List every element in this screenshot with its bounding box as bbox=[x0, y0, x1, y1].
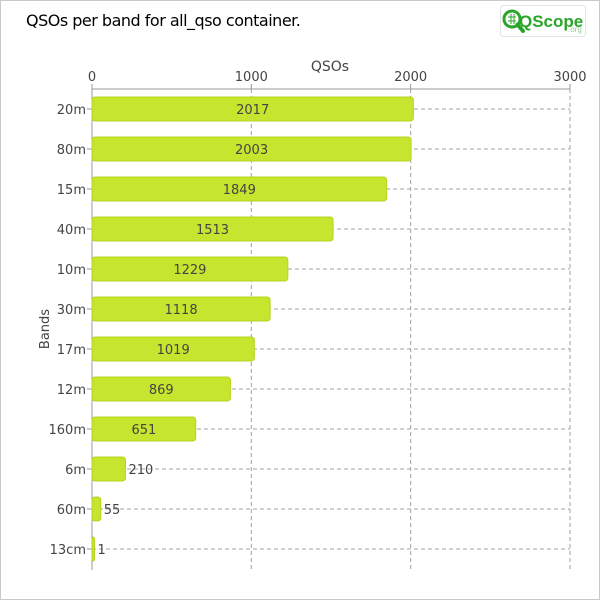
bar-40m bbox=[91, 216, 334, 242]
y-tick-label: 160m bbox=[49, 423, 86, 438]
bar-12m bbox=[91, 376, 231, 402]
data-label: 1229 bbox=[173, 263, 206, 278]
y-tick-label: 12m bbox=[57, 383, 86, 398]
y-tick-label: 20m bbox=[57, 103, 86, 118]
data-label: 210 bbox=[128, 463, 153, 478]
y-tick-label: 40m bbox=[57, 223, 86, 238]
y-tick-label: 30m bbox=[57, 303, 86, 318]
y-tick-label: 10m bbox=[57, 263, 86, 278]
data-label: 651 bbox=[131, 423, 156, 438]
data-label: 1019 bbox=[157, 343, 190, 358]
axes bbox=[87, 84, 571, 570]
chart-title: QSOs per band for all_qso container. bbox=[26, 11, 301, 30]
data-label: 1118 bbox=[165, 303, 198, 318]
bar-160m bbox=[91, 416, 197, 442]
data-label: 1849 bbox=[223, 183, 256, 198]
x-tick-label: 1000 bbox=[235, 70, 268, 85]
data-label: 1 bbox=[98, 543, 106, 558]
bar-10m bbox=[91, 256, 289, 282]
data-label: 869 bbox=[149, 383, 174, 398]
labels: 0 1000 2000 3000 20m 2017 80m 2003 15m 1849 40m 151… bbox=[49, 70, 587, 558]
y-tick-label: 60m bbox=[57, 503, 86, 518]
y-tick-label: 17m bbox=[57, 343, 86, 358]
data-label: 1513 bbox=[196, 223, 229, 238]
bar-17m bbox=[91, 336, 255, 362]
logo-brand-text: QScope bbox=[519, 12, 583, 31]
qscope-logo: QScope .org bbox=[500, 5, 586, 37]
y-tick-label: 15m bbox=[57, 183, 86, 198]
x-tick-label: 0 bbox=[88, 70, 96, 85]
y-tick-label: 80m bbox=[57, 143, 86, 158]
bar-15m bbox=[91, 176, 388, 202]
bars bbox=[91, 96, 414, 562]
data-label: 2017 bbox=[236, 103, 269, 118]
y-tick-label: 6m bbox=[65, 463, 86, 478]
bar-80m bbox=[91, 136, 412, 162]
data-label: 2003 bbox=[235, 143, 268, 158]
bar-30m bbox=[91, 296, 271, 322]
bar-60m bbox=[91, 496, 102, 522]
x-tick-label: 3000 bbox=[553, 70, 586, 85]
x-tick-label: 2000 bbox=[394, 70, 427, 85]
data-label: 55 bbox=[104, 503, 121, 518]
y-axis-label: Bands bbox=[38, 309, 53, 349]
y-tick-label: 13cm bbox=[50, 543, 86, 558]
bar-6m bbox=[91, 456, 126, 482]
logo-suffix-text: .org bbox=[568, 25, 582, 34]
x-axis-label: QSOs bbox=[311, 59, 349, 75]
magnifier-icon bbox=[502, 9, 525, 33]
bar-20m bbox=[91, 96, 414, 122]
bar-13cm bbox=[91, 536, 95, 562]
